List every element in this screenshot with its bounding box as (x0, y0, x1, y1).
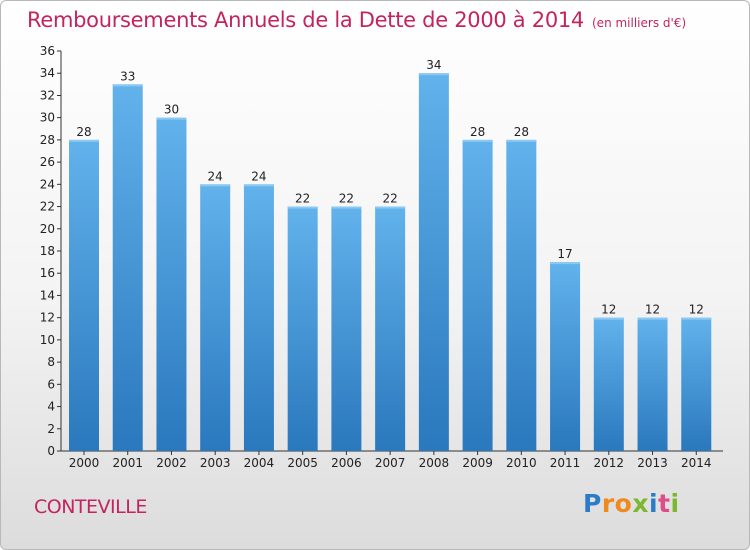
bar-top-highlight (550, 262, 581, 265)
bar (550, 262, 581, 451)
bar-top-highlight (418, 73, 449, 76)
bar (637, 317, 668, 451)
title-row: Remboursements Annuels de la Dette de 20… (27, 8, 686, 32)
y-tick-label: 4 (47, 400, 55, 414)
y-tick-label: 36 (40, 44, 55, 58)
chart-unit: (en milliers d'€) (592, 16, 687, 30)
y-tick-label: 26 (40, 155, 55, 169)
bar (418, 73, 449, 451)
x-tick-label: 2014 (681, 456, 712, 470)
bar (681, 317, 712, 451)
bar-top-highlight (506, 139, 537, 142)
y-tick-label: 34 (40, 66, 55, 80)
data-label: 34 (426, 58, 441, 72)
x-tick-label: 2010 (506, 456, 537, 470)
y-tick-label: 24 (40, 177, 55, 191)
x-tick-label: 2007 (375, 456, 406, 470)
bar (112, 84, 143, 451)
y-tick-label: 32 (40, 88, 55, 102)
bar (287, 206, 318, 451)
y-tick-label: 18 (40, 244, 55, 258)
bar (243, 184, 274, 452)
x-tick-label: 2006 (331, 456, 362, 470)
bar (156, 117, 187, 452)
bar-top-highlight (637, 317, 668, 320)
data-label: 17 (557, 247, 572, 261)
bar (331, 206, 362, 451)
x-tick-label: 2001 (112, 456, 143, 470)
data-label: 12 (601, 303, 616, 317)
bar-top-highlight (112, 84, 143, 87)
y-tick-label: 2 (47, 422, 55, 436)
bar-top-highlight (243, 184, 274, 187)
logo-letter: x (632, 489, 649, 518)
logo-letter: o (614, 489, 633, 518)
y-tick-label: 8 (47, 355, 55, 369)
x-tick-label: 2011 (550, 456, 581, 470)
bar (69, 139, 99, 451)
commune-name: CONTEVILLE (34, 496, 147, 518)
x-tick-label: 2012 (594, 456, 625, 470)
logo-letter: t (658, 489, 671, 518)
bar (506, 139, 537, 451)
data-label: 22 (295, 192, 310, 206)
proxiti-logo: Proxiti (583, 489, 680, 518)
x-tick-label: 2013 (637, 456, 668, 470)
data-label: 24 (251, 169, 266, 183)
y-tick-label: 22 (40, 200, 55, 214)
data-label: 12 (689, 303, 704, 317)
x-tick-label: 2002 (156, 456, 187, 470)
chart-title: Remboursements Annuels de la Dette de 20… (27, 8, 584, 32)
bar-top-highlight (331, 206, 362, 209)
y-tick-label: 16 (40, 266, 55, 280)
data-label: 22 (339, 192, 354, 206)
logo-letter: i (670, 489, 680, 518)
y-tick-label: 0 (47, 444, 55, 458)
y-tick-label: 12 (40, 311, 55, 325)
x-tick-label: 2008 (419, 456, 450, 470)
data-label: 33 (120, 69, 135, 83)
logo-letter: P (583, 489, 602, 518)
x-tick-label: 2000 (69, 456, 100, 470)
y-tick-label: 30 (40, 111, 55, 125)
x-tick-label: 2005 (287, 456, 318, 470)
bar-top-highlight (462, 139, 493, 142)
bar-top-highlight (681, 317, 712, 320)
data-label: 28 (514, 125, 529, 139)
logo-letter: r (601, 489, 615, 518)
y-tick-label: 10 (40, 333, 55, 347)
data-label: 28 (470, 125, 485, 139)
x-tick-label: 2009 (462, 456, 493, 470)
data-label: 28 (76, 125, 91, 139)
x-tick-label: 2004 (244, 456, 275, 470)
logo-letter: i (649, 489, 659, 518)
bar-top-highlight (200, 184, 231, 187)
data-label: 24 (208, 169, 223, 183)
bar-top-highlight (156, 117, 187, 120)
bar (462, 139, 493, 451)
bar-top-highlight (287, 206, 318, 209)
bars (69, 73, 712, 452)
y-tick-label: 14 (40, 288, 55, 302)
bar-top-highlight (593, 317, 624, 320)
data-label: 22 (382, 192, 397, 206)
bar (593, 317, 624, 451)
data-labels: 28 33 30 24 24 22 22 22 34 28 28 17 12 12 12 (76, 58, 704, 316)
y-tick-label: 6 (47, 377, 55, 391)
bar-top-highlight (375, 206, 406, 209)
x-tick-label: 2003 (200, 456, 231, 470)
data-label: 30 (164, 103, 179, 117)
bar (375, 206, 406, 451)
bar-top-highlight (69, 139, 99, 142)
y-tick-label: 28 (40, 133, 55, 147)
bar (200, 184, 231, 452)
data-label: 12 (645, 303, 660, 317)
y-tick-label: 20 (40, 222, 55, 236)
